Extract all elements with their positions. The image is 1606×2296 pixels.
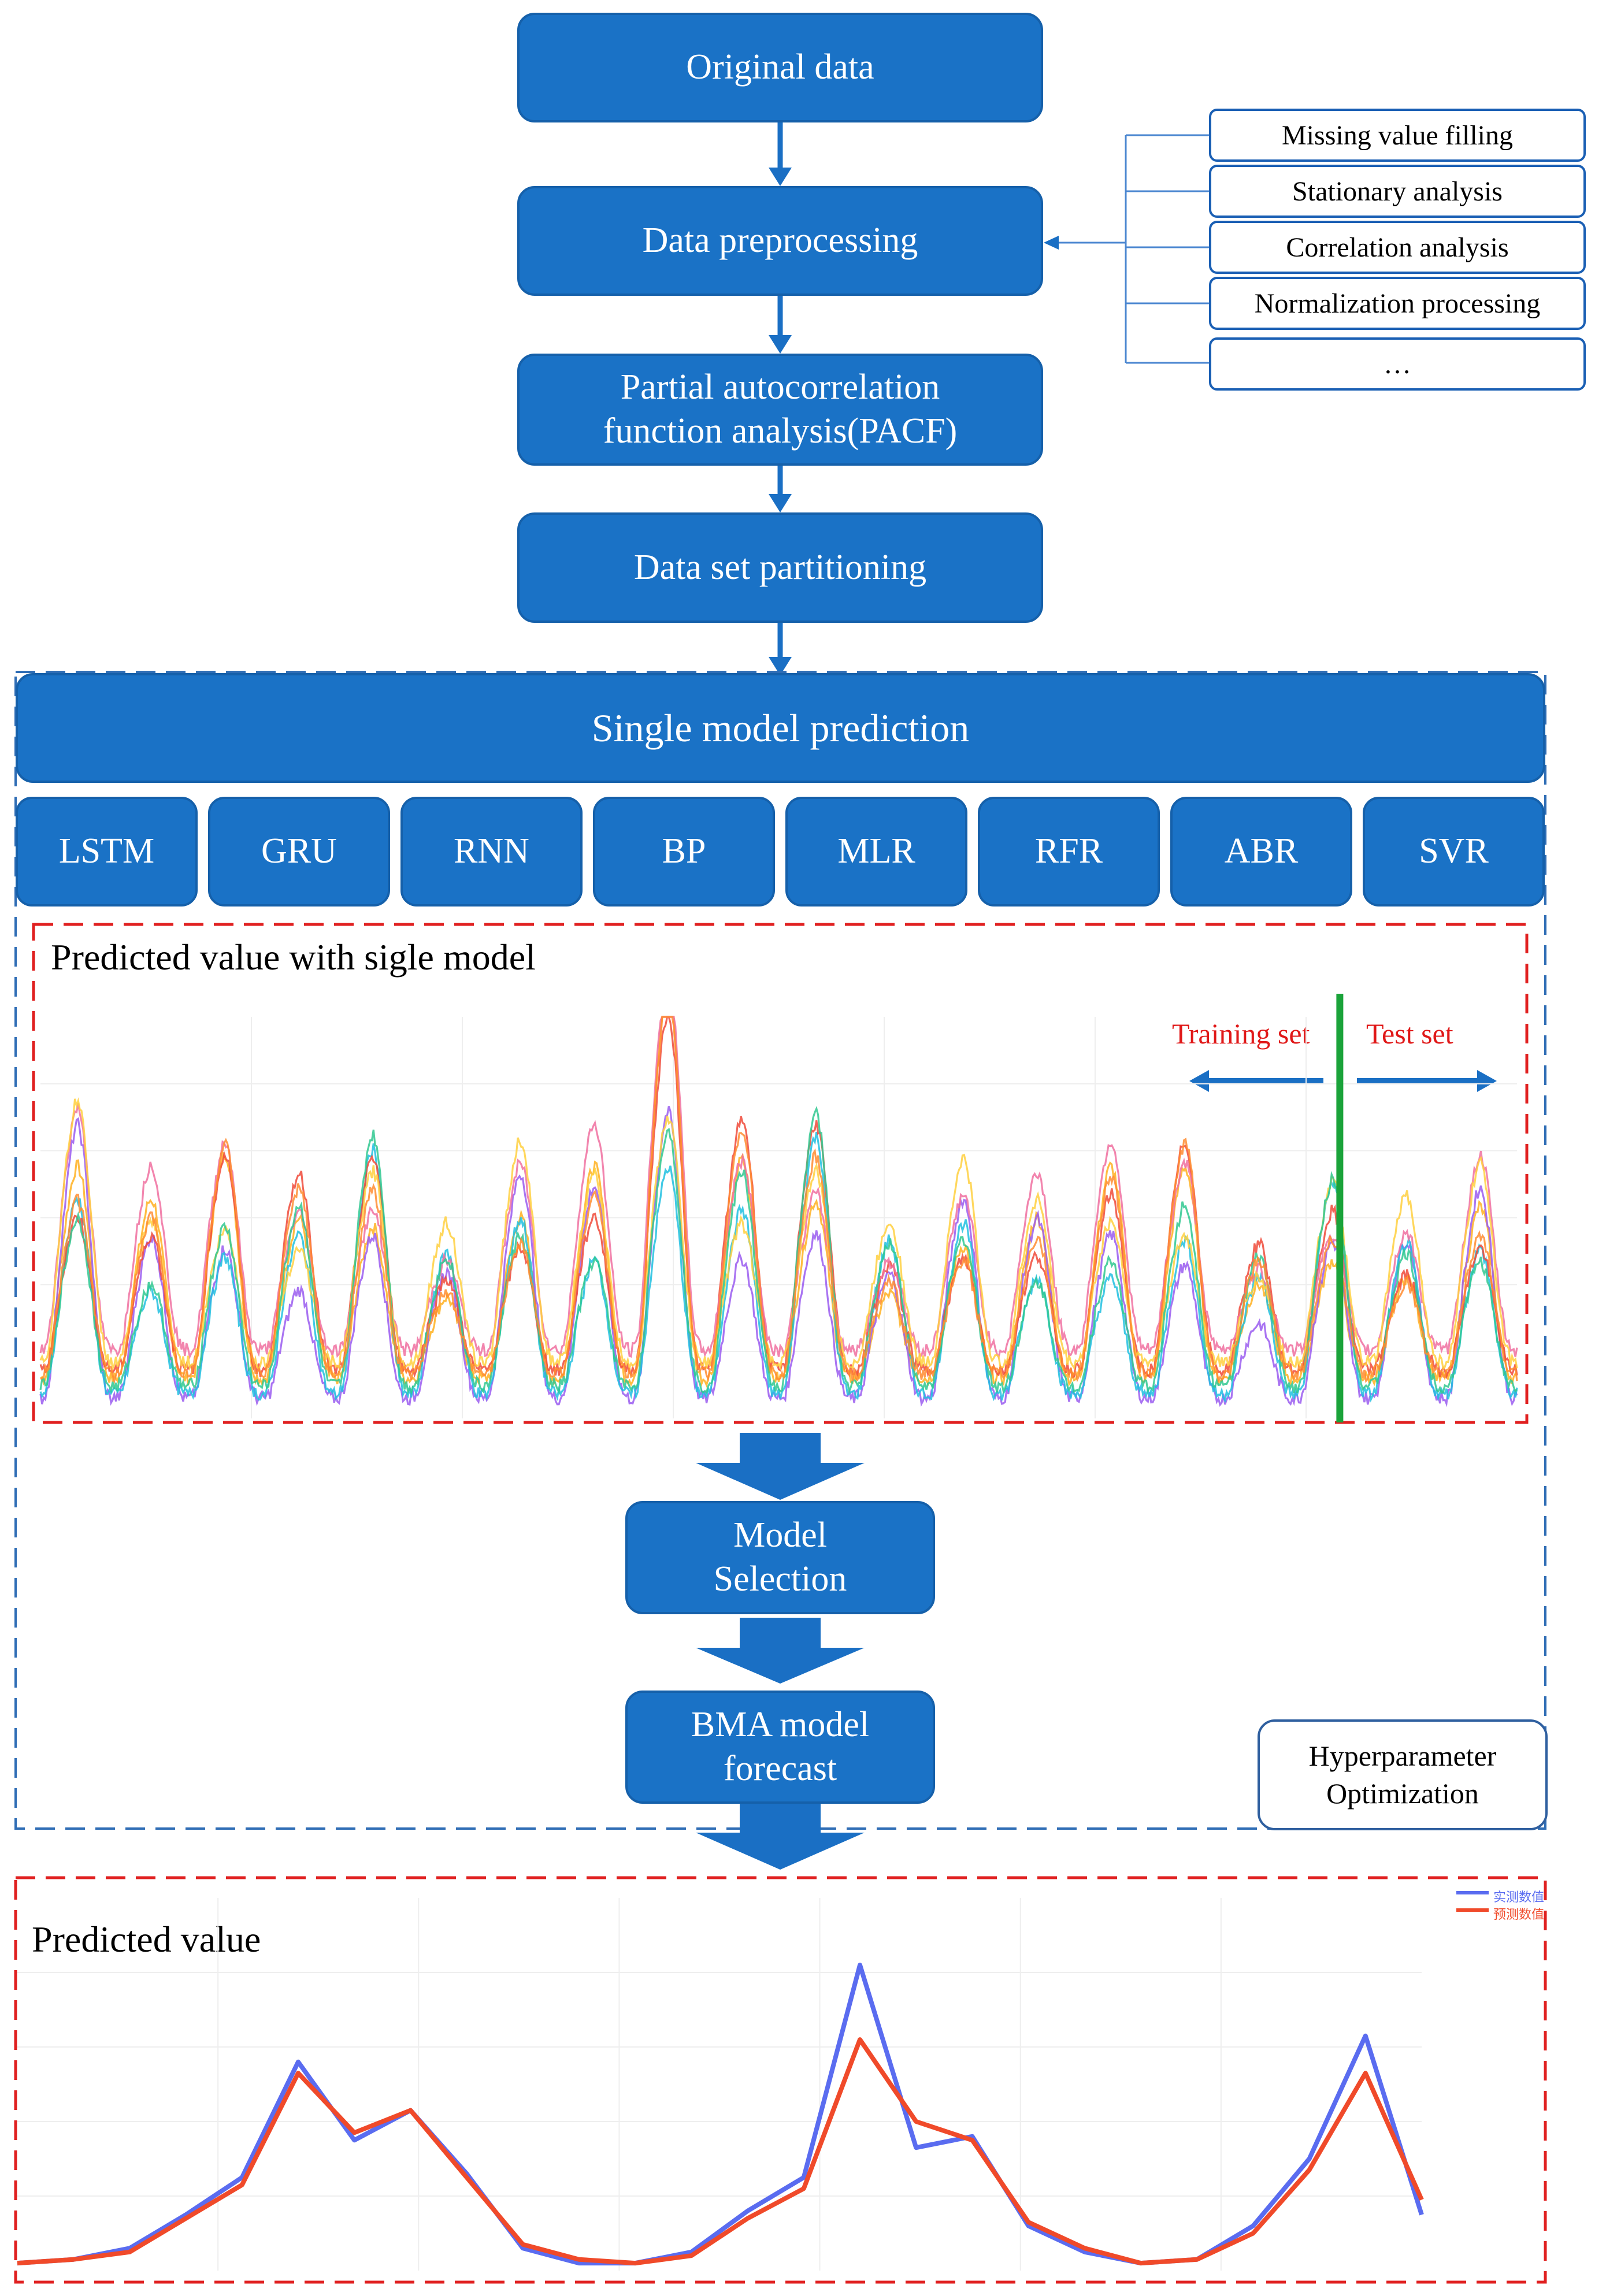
legend-actual: 实测数值 xyxy=(1493,1887,1544,1905)
legend-predicted: 预测数值 xyxy=(1493,1904,1544,1923)
final-series-0 xyxy=(17,1965,1422,2263)
final-prediction-chart xyxy=(0,0,1606,2296)
